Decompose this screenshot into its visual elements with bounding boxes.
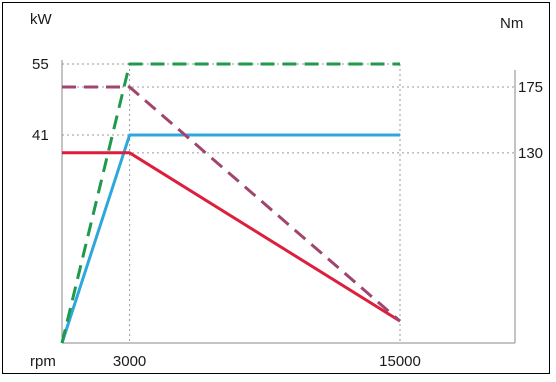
axis-labels: kW Nm rpm 41 55 130 175 3000 15000	[30, 11, 543, 370]
x-tick-label: 15000	[379, 353, 421, 370]
x-tick-label: 3000	[113, 353, 146, 370]
y-left-axis-title: kW	[30, 11, 53, 28]
x-axis-title: rpm	[30, 353, 56, 370]
y-right-axis-title: Nm	[500, 15, 523, 32]
y-left-tick-label: 41	[32, 127, 49, 144]
series-line-4	[62, 85, 401, 323]
y-right-tick-label: 130	[518, 145, 543, 162]
series-line-3	[62, 151, 401, 323]
axes	[61, 60, 516, 344]
y-right-tick-label: 175	[518, 79, 543, 96]
y-left-tick-label: 55	[32, 56, 49, 73]
series-line-1	[60, 133, 400, 344]
series-lines	[60, 62, 401, 344]
series-line-2	[60, 62, 400, 344]
grid-lines	[62, 63, 515, 343]
